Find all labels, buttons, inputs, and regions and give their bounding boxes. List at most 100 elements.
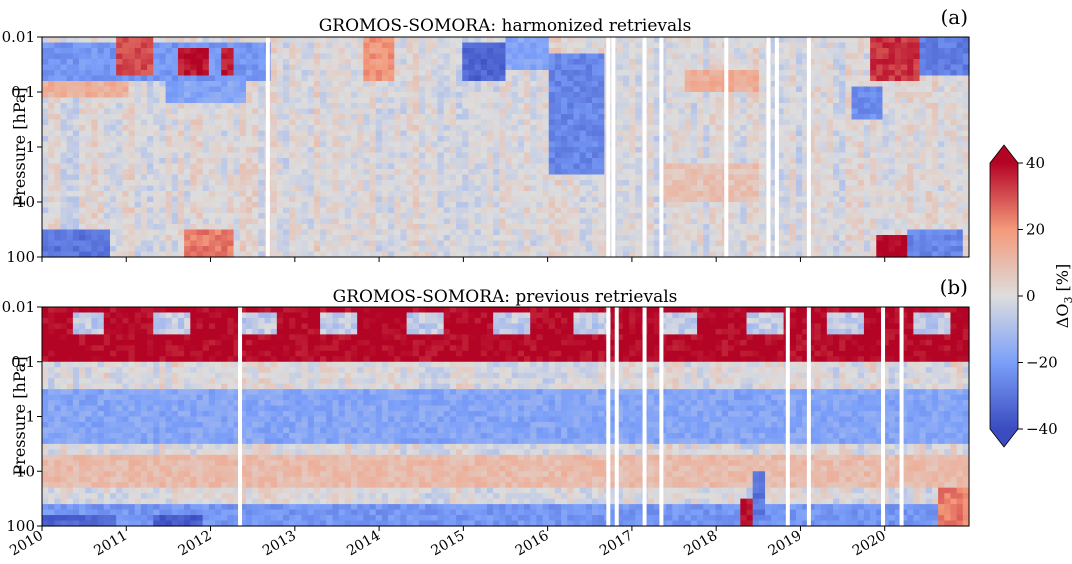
heatmap-cell [202,75,210,82]
heatmap-cell [672,114,680,121]
heatmap-cell [258,213,266,220]
heatmap-cell [579,108,587,115]
heatmap-cell [802,92,809,99]
heatmap-cell [72,103,80,110]
heatmap-cell [60,240,68,247]
heatmap-cell [493,114,500,121]
heatmap-cell [684,169,692,176]
heatmap-cell [802,180,809,187]
heatmap-cell [573,114,581,121]
heatmap-cell [777,119,785,126]
heatmap-cell [517,92,525,99]
heatmap-cell [437,185,445,192]
heatmap-cell [91,119,99,126]
heatmap-cell [789,191,797,198]
heatmap-cell [289,174,296,181]
heatmap-cell [456,207,463,214]
heatmap-cell [351,229,358,236]
heatmap-cell [536,185,544,192]
heatmap-cell [789,251,797,258]
heatmap-cell [666,53,673,60]
heatmap-cell [678,37,686,44]
heatmap-cell [530,70,537,77]
heatmap-cell [276,196,284,203]
heatmap-cell [505,229,513,236]
heatmap-cell [190,169,198,176]
heatmap-cell [437,125,445,132]
heatmap-cell [585,174,593,181]
heatmap-cell [598,141,605,148]
heatmap-cell [357,229,364,236]
heatmap-cell [474,229,482,236]
heatmap-cell [79,81,86,88]
heatmap-cell [573,158,581,165]
heatmap-cell [177,114,185,121]
heatmap-cell [499,81,507,88]
heatmap-cell [425,229,432,236]
heatmap-cell [122,48,130,55]
heatmap-cell [221,125,228,132]
heatmap-cell [258,246,266,253]
heatmap-cell [412,42,420,49]
heatmap-cell [375,163,383,170]
heatmap-cell [622,202,630,209]
heatmap-cell [579,240,587,247]
heatmap-cell [245,64,253,71]
heatmap-cell [190,229,198,236]
heatmap-cell [239,147,247,154]
heatmap-cell [245,235,253,242]
heatmap-cell [678,174,686,181]
heatmap-cell [54,53,62,60]
heatmap-cell [635,92,643,99]
heatmap-cell [85,136,93,143]
heatmap-cell [554,213,562,220]
heatmap-cell [697,119,704,126]
heatmap-cell [320,196,327,203]
heatmap-cell [66,246,74,253]
heatmap-cell [190,92,198,99]
heatmap-cell [456,191,463,198]
heatmap-cell [116,103,123,110]
heatmap-cell [505,202,513,209]
heatmap-cell [326,185,334,192]
heatmap-cell [740,141,748,148]
heatmap-cell [703,240,711,247]
heatmap-cell [443,213,451,220]
heatmap-cell [283,64,290,71]
heatmap-cell [320,97,327,104]
heatmap-cell [184,163,191,170]
heatmap-cell [270,251,278,258]
heatmap-cell [783,185,791,192]
heatmap-cell [808,191,816,198]
heatmap-cell [752,169,760,176]
heatmap-cell [202,163,210,170]
heatmap-cell [567,240,575,247]
heatmap-cell [289,119,296,126]
heatmap-cell [449,108,457,115]
heatmap-cell [215,53,222,60]
heatmap-cell [697,86,704,93]
heatmap-cell [758,246,766,253]
heatmap-cell [598,64,605,71]
heatmap-cell [734,125,741,132]
heatmap-cell [622,92,630,99]
heatmap-cell [97,207,105,214]
heatmap-cell [715,246,723,253]
heatmap-cell [647,180,655,187]
heatmap-cell [369,108,377,115]
heatmap-cell [66,114,74,121]
heatmap-cell [530,119,537,126]
heatmap-cell [511,152,519,159]
heatmap-cell [388,191,395,198]
heatmap-cell [122,75,130,82]
heatmap-cell [474,130,482,137]
heatmap-cell [307,136,315,143]
heatmap-cell [208,114,216,121]
heatmap-cell [332,251,340,258]
heatmap-cell [400,158,408,165]
heatmap-cell [363,213,371,220]
heatmap-cell [48,235,55,242]
heatmap-cell [147,125,154,132]
heatmap-cell [690,218,698,225]
heatmap-cell [369,114,377,121]
